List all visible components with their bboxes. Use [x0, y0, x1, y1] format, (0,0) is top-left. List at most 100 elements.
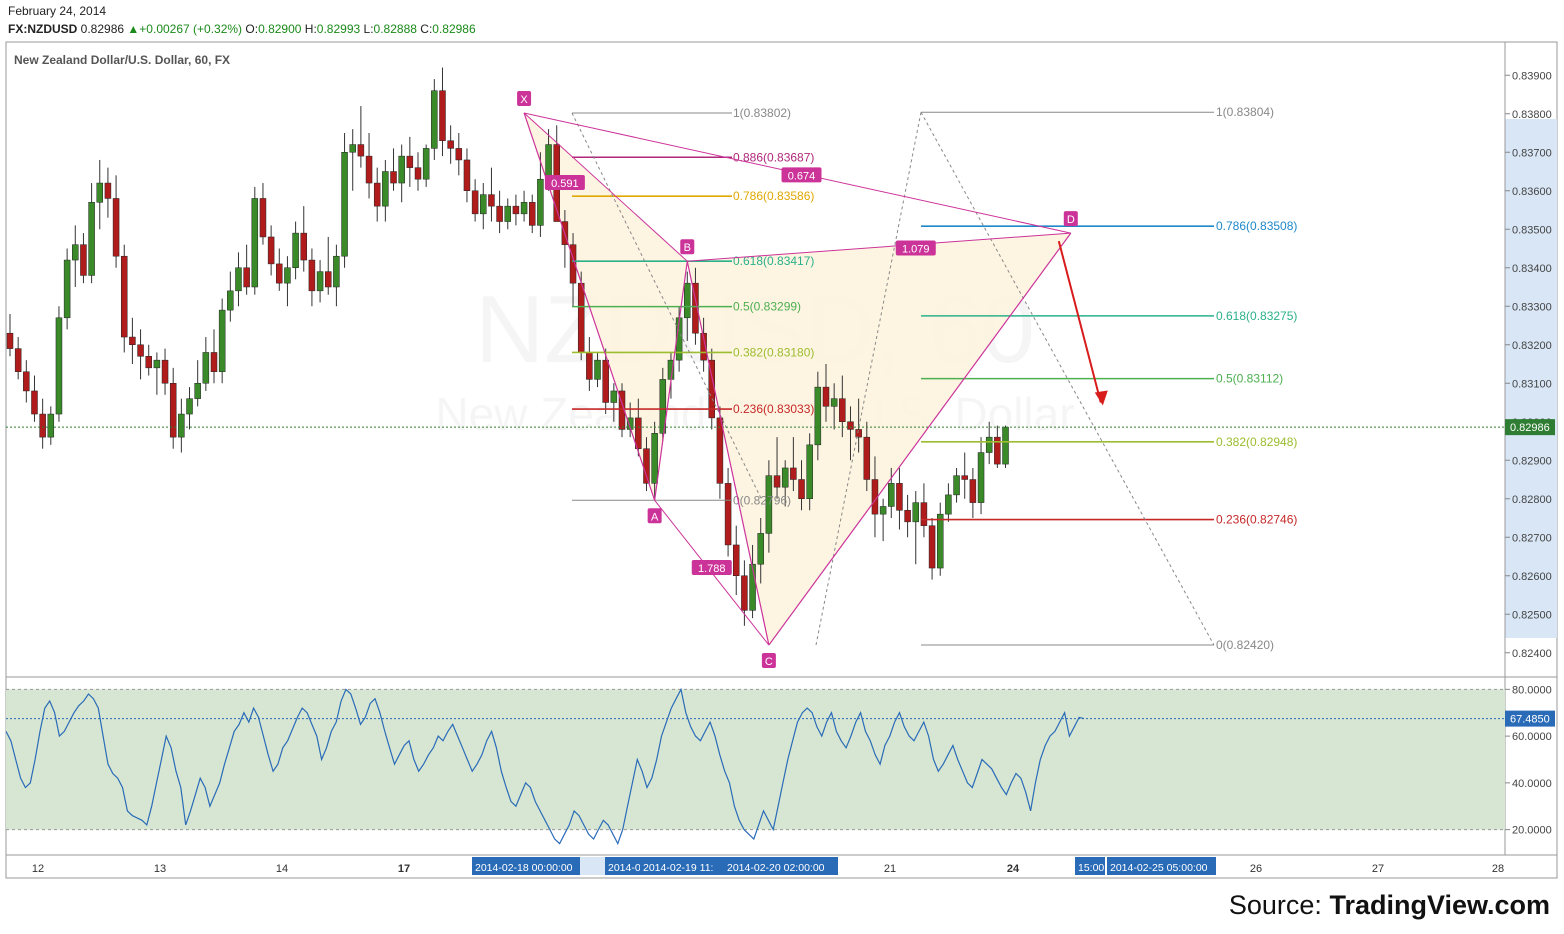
price-tick-label: 0.83300: [1512, 301, 1552, 313]
pattern-ratio-badge: [895, 240, 936, 256]
pattern-ratio-badge: [691, 560, 732, 576]
candle-body: [1002, 426, 1009, 465]
quote-line: FX:NZDUSD 0.82986 ▲+0.00267 (+0.32%) O:0…: [8, 22, 476, 36]
candle-body: [324, 271, 332, 288]
price-tick-label: 0.82500: [1512, 609, 1552, 621]
price-tick-label: 0.83400: [1512, 263, 1552, 275]
fib-left-label: 0.886(0.83687): [733, 150, 814, 164]
candle-body: [953, 475, 960, 496]
pattern-ratio-label: 1.788: [698, 563, 726, 575]
candle-body: [39, 413, 46, 438]
high-label: H:: [304, 22, 317, 36]
candle-body: [382, 171, 389, 207]
chart-date: February 24, 2014: [8, 4, 107, 18]
candle-body: [577, 282, 585, 353]
candle-body: [390, 171, 397, 184]
pattern-leg: [768, 232, 1072, 646]
pattern-point-badge: [680, 239, 695, 255]
candle-body: [504, 205, 512, 222]
last-price: 0.82986: [80, 22, 125, 36]
candle-body: [161, 359, 169, 384]
rsi-current-badge: [1505, 710, 1555, 727]
candle-body: [659, 379, 667, 434]
candle-body: [341, 152, 348, 257]
candle-body: [528, 202, 536, 226]
candle-body: [879, 506, 887, 515]
candle-body: [912, 502, 920, 523]
candle-body: [6, 332, 14, 349]
candle-body: [259, 198, 267, 238]
candle-body: [830, 398, 838, 407]
source-brand[interactable]: TradingView.com: [1329, 890, 1550, 920]
fib-left-label: 0.236(0.83033): [733, 402, 814, 416]
candle-body: [692, 282, 699, 334]
pattern-point-label: X: [520, 94, 528, 106]
candle-body: [218, 309, 226, 372]
candle-body: [194, 383, 201, 399]
fib-left-label: 0.786(0.83586): [733, 189, 814, 203]
candle-body: [178, 413, 185, 438]
candle-body: [847, 421, 854, 430]
candle-body: [398, 155, 405, 184]
candle-body: [316, 271, 324, 292]
candle-body: [920, 502, 928, 526]
open-value: 0.82900: [258, 22, 302, 36]
pattern-ratio-label: 0.591: [551, 178, 579, 190]
time-tick-label: 17: [398, 863, 410, 875]
fib-right-label: 0(0.82420): [1216, 638, 1274, 652]
candle-body: [243, 267, 250, 288]
symbol-label[interactable]: FX:NZDUSD: [8, 22, 78, 36]
price-tick-label: 0.83600: [1512, 186, 1552, 198]
pattern-leg: [686, 261, 770, 646]
candle-body: [537, 178, 544, 226]
candle-body: [643, 448, 650, 484]
candle-body: [276, 263, 283, 284]
pattern-point-badge: [647, 508, 662, 524]
candle-body: [741, 575, 748, 611]
time-highlight-badge: [605, 857, 640, 875]
candle-body: [373, 182, 381, 207]
candle-body: [814, 386, 822, 446]
candle-body: [545, 144, 552, 180]
fib-left-label: 0.382(0.83180): [733, 345, 814, 359]
candle-body: [63, 259, 71, 319]
time-highlight-label: 2014-02-: [608, 862, 651, 874]
candle-body: [414, 167, 422, 180]
fib-left-label: 0(0.82796): [733, 493, 791, 507]
price-tick-label: 0.82800: [1512, 494, 1552, 506]
candle-body: [72, 244, 79, 261]
rsi-tick-label: 20.0000: [1512, 825, 1552, 837]
candle-body: [23, 371, 30, 392]
time-highlight-label: 2014-02-18 00:00:00: [475, 862, 573, 874]
candle-body: [333, 255, 340, 288]
candle-body: [463, 159, 471, 191]
rsi-band: [6, 689, 1505, 830]
pattern-point-label: C: [765, 656, 773, 668]
candle-body: [96, 182, 104, 203]
rsi-pane: RSI (7, close) 80.000060.000040.000020.0…: [5, 684, 1555, 846]
pattern-point-badge: [761, 653, 776, 669]
candle-body: [773, 475, 781, 488]
high-value: 0.82993: [316, 22, 361, 36]
price-tick-label: 0.82600: [1512, 571, 1552, 583]
time-highlight-badge: [724, 857, 838, 875]
arrow-down-icon: [1094, 390, 1108, 406]
pattern-ratio-label: 0.674: [788, 170, 816, 182]
fib-right-label: 0.5(0.83112): [1216, 372, 1283, 386]
candle-body: [749, 563, 756, 611]
candle-body: [936, 513, 944, 569]
candle-body: [651, 433, 658, 484]
candle-body: [202, 352, 210, 384]
pattern-point-label: D: [1067, 214, 1075, 226]
close-label: C:: [420, 22, 433, 36]
candle-body: [447, 140, 454, 149]
candle-body: [267, 236, 275, 265]
candle-body: [757, 533, 764, 565]
candle-body: [765, 475, 773, 534]
candle-body: [292, 232, 299, 269]
candle-body: [855, 429, 862, 438]
time-highlight-badge: [1107, 857, 1216, 875]
rsi-tick-label: 60.0000: [1512, 731, 1552, 743]
candle-body: [594, 359, 601, 380]
